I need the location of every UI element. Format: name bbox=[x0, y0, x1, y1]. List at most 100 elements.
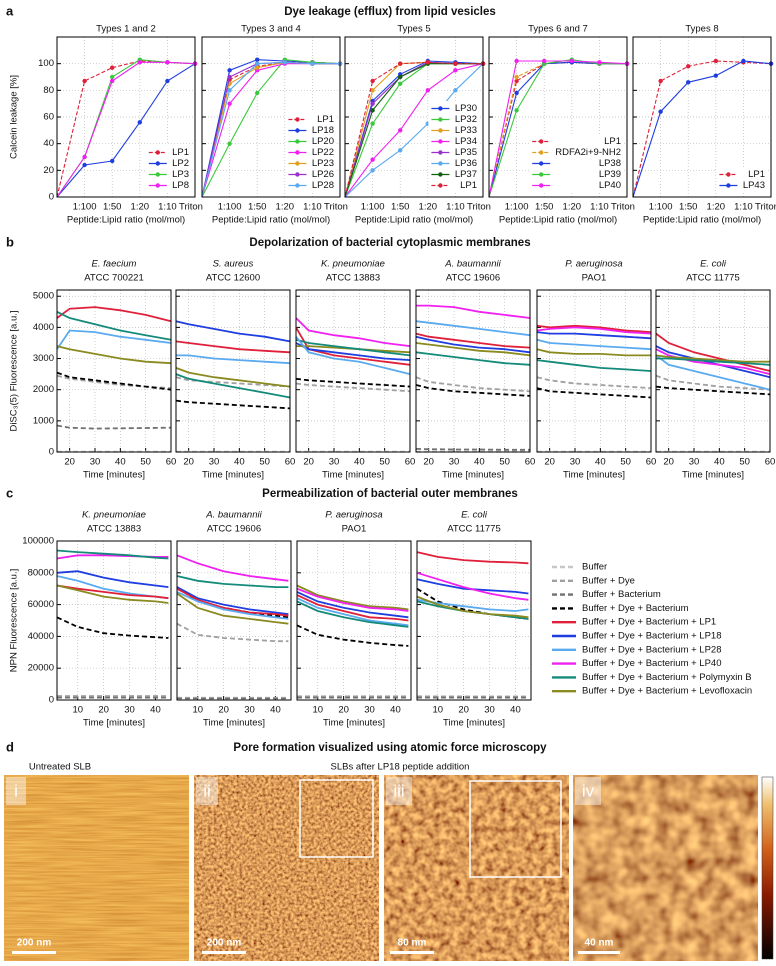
legend-marker bbox=[438, 128, 443, 133]
series-line bbox=[295, 317, 411, 347]
chart: 0 20 40 60 80 100 1:100 1:50 1:20 1:10 Triton Types… bbox=[9, 24, 203, 226]
y-tick-label: 5000 bbox=[33, 291, 54, 302]
point bbox=[227, 68, 232, 73]
point bbox=[453, 68, 458, 73]
image-numeral: iv bbox=[582, 781, 595, 800]
y-axis-label: DiSC₃(5) Fluorescence [a.u.] bbox=[9, 310, 20, 431]
panel-letter: b bbox=[6, 234, 14, 249]
legend-marker bbox=[295, 183, 300, 188]
x-tick-label: 20 bbox=[64, 457, 75, 468]
point bbox=[137, 60, 142, 65]
point bbox=[370, 101, 375, 106]
legend-marker bbox=[438, 117, 443, 122]
series-line bbox=[536, 387, 652, 399]
legend-marker bbox=[539, 183, 544, 188]
panel-letter: a bbox=[6, 3, 14, 18]
legend-label: LP36 bbox=[455, 158, 477, 169]
legend-marker bbox=[155, 183, 160, 188]
legend-marker bbox=[726, 183, 731, 188]
point bbox=[370, 78, 375, 84]
x-tick-label: 30 bbox=[570, 457, 581, 468]
series-line bbox=[56, 554, 169, 560]
y-tick-label: 0 bbox=[49, 447, 54, 458]
point bbox=[227, 141, 232, 146]
x-tick-label: 40 bbox=[234, 457, 245, 468]
x-tick-label: 1:10 bbox=[446, 202, 465, 213]
legend-marker bbox=[155, 150, 160, 155]
plot-frame bbox=[536, 289, 652, 453]
series-line bbox=[415, 320, 531, 337]
series-line bbox=[536, 338, 652, 351]
point bbox=[713, 58, 718, 64]
plot-frame bbox=[296, 540, 412, 701]
legend-label: LP32 bbox=[455, 114, 477, 125]
point bbox=[255, 57, 260, 62]
series-line bbox=[175, 340, 291, 354]
series-line bbox=[655, 374, 771, 391]
legend-label: LP8 bbox=[172, 180, 189, 191]
x-tick-label: 1:50 bbox=[535, 202, 554, 213]
legend-marker bbox=[539, 139, 544, 144]
legend-label: LP37 bbox=[455, 169, 477, 180]
x-tick-label: 50 bbox=[739, 457, 750, 468]
x-tick-label: 1:20 bbox=[276, 202, 295, 213]
x-axis-label: Time [minutes] bbox=[83, 470, 145, 481]
plot-area bbox=[417, 541, 531, 700]
series-line bbox=[655, 348, 771, 375]
legend-label: LP33 bbox=[455, 125, 477, 136]
legend-label: LP43 bbox=[743, 180, 765, 191]
chart: 0 1000 2000 3000 4000 5000 20 30 40 50 60 E. faeciu… bbox=[9, 259, 177, 481]
chart-title: P. aeruginosa bbox=[325, 510, 382, 521]
x-tick-label: 10 bbox=[432, 705, 443, 716]
y-tick-label: 40000 bbox=[28, 631, 54, 642]
plot-area bbox=[57, 541, 171, 700]
panel-title: Dye leakage (efflux) from lipid vesicles bbox=[284, 6, 496, 18]
plot-area bbox=[177, 541, 291, 700]
x-tick-label: 40 bbox=[474, 457, 485, 468]
series-line bbox=[176, 575, 289, 588]
point bbox=[255, 61, 260, 66]
series-line bbox=[56, 570, 169, 588]
series-line bbox=[176, 586, 289, 615]
y-tick-label: 60 bbox=[43, 112, 54, 123]
legend-label: RDFA2i+9-NH2 bbox=[555, 147, 621, 158]
chart-subtitle: ATCC 12600 bbox=[206, 273, 260, 284]
x-axis-label: Peptide:Lipid ratio (mol/mol) bbox=[355, 215, 473, 226]
x-tick-label: Triton bbox=[611, 202, 635, 213]
x-tick-label: 10 bbox=[312, 705, 323, 716]
point bbox=[370, 157, 375, 162]
numeral-box bbox=[6, 777, 26, 805]
scale-bar-label: 200 nm bbox=[207, 938, 242, 949]
y-axis-label: Calcein leakage [%] bbox=[9, 75, 20, 159]
image-numeral: ii bbox=[203, 781, 211, 800]
series-line bbox=[415, 342, 531, 357]
chart-title: Types 6 and 7 bbox=[528, 24, 588, 35]
point bbox=[425, 88, 430, 93]
series-line bbox=[295, 342, 411, 361]
image-numeral: i bbox=[14, 781, 18, 800]
x-tick-label: 20 bbox=[98, 705, 109, 716]
y-tick-label: 1000 bbox=[33, 415, 54, 426]
point bbox=[514, 90, 519, 96]
chart-title: E. faecium bbox=[92, 259, 137, 270]
x-tick-label: 20 bbox=[458, 705, 469, 716]
point bbox=[658, 78, 663, 84]
series-line bbox=[176, 622, 289, 643]
point bbox=[569, 58, 574, 64]
x-tick-label: 50 bbox=[259, 457, 270, 468]
x-tick-label: 20 bbox=[303, 457, 314, 468]
x-axis-label: Peptide:Lipid ratio (mol/mol) bbox=[67, 215, 185, 226]
x-tick-label: 1:20 bbox=[131, 202, 150, 213]
series-line bbox=[56, 616, 169, 639]
legend-marker bbox=[438, 106, 443, 111]
x-tick-label: 60 bbox=[525, 457, 536, 468]
plot-area bbox=[537, 290, 651, 452]
series-line bbox=[416, 551, 529, 565]
legend-label: LP1 bbox=[604, 136, 621, 147]
point bbox=[398, 81, 403, 86]
legend-label: Buffer + Dye + Bacterium + LP18 bbox=[582, 631, 722, 642]
legend-marker bbox=[539, 150, 544, 155]
legend-marker bbox=[295, 172, 300, 177]
x-axis-label: Time [minutes] bbox=[682, 470, 744, 481]
legend-label: LP2 bbox=[172, 158, 189, 169]
